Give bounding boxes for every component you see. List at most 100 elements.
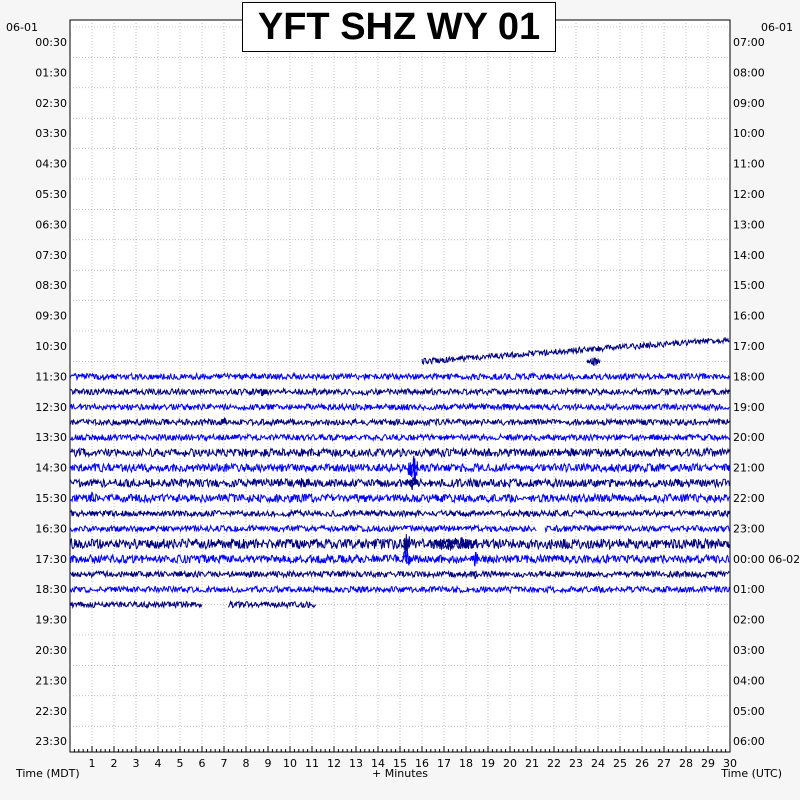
trace-row [227, 600, 316, 610]
trace-row [69, 569, 730, 580]
trace-row [69, 402, 730, 412]
right-time-label: 20:00 [733, 431, 765, 444]
x-tick-label: 16 [415, 757, 429, 770]
seismic-event [296, 478, 311, 488]
grid [70, 20, 730, 752]
left-time-label: 00:30 [35, 36, 67, 49]
x-tick-label: 26 [635, 757, 649, 770]
trace-row [69, 553, 730, 565]
x-tick-label: 18 [459, 757, 473, 770]
x-tick-label: 6 [199, 757, 206, 770]
left-time-label: 09:30 [35, 310, 67, 323]
x-tick-label: 17 [437, 757, 451, 770]
x-tick-label: 27 [657, 757, 671, 770]
left-time-label: 16:30 [35, 522, 67, 535]
trace-row [69, 386, 730, 397]
right-time-label: 10:00 [733, 127, 765, 140]
right-time-label: 13:00 [733, 218, 765, 231]
x-tick-label: 20 [503, 757, 517, 770]
left-time-label: 06:30 [35, 218, 67, 231]
left-time-label: 13:30 [35, 431, 67, 444]
date-left-label: 06-01 [6, 21, 38, 34]
trace-row [69, 492, 730, 505]
right-time-label: 05:00 [733, 705, 765, 718]
right-time-label: 18:00 [733, 370, 765, 383]
right-time-label: 21:00 [733, 462, 765, 475]
trace-row [69, 432, 730, 443]
x-tick-label: 4 [155, 757, 162, 770]
x-tick-label: 13 [349, 757, 363, 770]
x-tick-label: 19 [481, 757, 495, 770]
trace-row [544, 524, 730, 534]
seismic-event [407, 455, 419, 481]
traces [69, 337, 730, 610]
left-time-label: 19:30 [35, 614, 67, 627]
x-tick-label: 11 [305, 757, 319, 770]
seismic-event [471, 552, 479, 567]
x-tick-label: 7 [221, 757, 228, 770]
x-axis-left-label: Time (MDT) [15, 767, 80, 780]
x-axis-ticks [69, 746, 731, 752]
left-time-label: 05:30 [35, 188, 67, 201]
right-time-label: 09:00 [733, 97, 765, 110]
x-tick-label: 14 [371, 757, 385, 770]
left-time-label: 21:30 [35, 674, 67, 687]
seismic-event [260, 389, 268, 397]
left-time-label: 02:30 [35, 97, 67, 110]
x-tick-label: 24 [591, 757, 605, 770]
chart-title: YFT SHZ WY 01 [242, 2, 556, 52]
seismic-event [566, 448, 577, 457]
x-tick-label: 8 [243, 757, 250, 770]
left-time-label: 15:30 [35, 492, 67, 505]
seismic-event [586, 357, 601, 366]
right-time-label: 12:00 [733, 188, 765, 201]
trace-row [69, 537, 730, 551]
trace-row [69, 371, 730, 382]
seismic-event [432, 537, 478, 551]
right-time-label: 17:00 [733, 340, 765, 353]
right-time-label: 14:00 [733, 249, 765, 262]
x-tick-label: 29 [701, 757, 715, 770]
x-tick-label: 3 [133, 757, 140, 770]
x-tick-label: 1 [89, 757, 96, 770]
right-time-label: 07:00 [733, 36, 765, 49]
left-time-label: 12:30 [35, 401, 67, 414]
right-time-label: 19:00 [733, 401, 765, 414]
trace-row [69, 446, 730, 459]
x-axis-right-label: Time (UTC) [720, 767, 782, 780]
seismic-event [402, 533, 411, 555]
x-tick-label: 30 [723, 757, 737, 770]
right-time-label: 08:00 [733, 66, 765, 79]
right-time-label: 03:00 [733, 644, 765, 657]
right-time-label: 00:00 06-02 [733, 553, 800, 566]
seismic-event [220, 417, 228, 426]
x-tick-label: 15 [393, 757, 407, 770]
left-time-label: 22:30 [35, 705, 67, 718]
left-time-label: 10:30 [35, 340, 67, 353]
x-tick-label: 5 [177, 757, 184, 770]
left-time-label: 01:30 [35, 66, 67, 79]
events [89, 357, 601, 580]
seismic-event [472, 571, 477, 580]
x-tick-label: 28 [679, 757, 693, 770]
trace-row [421, 337, 730, 366]
x-axis-label: + Minutes [372, 767, 428, 780]
left-time-label: 18:30 [35, 583, 67, 596]
x-tick-label: 25 [613, 757, 627, 770]
left-time-label: 08:30 [35, 279, 67, 292]
x-tick-label: 22 [547, 757, 561, 770]
trace-row [69, 462, 730, 474]
trace-row [69, 600, 203, 610]
trace-row [69, 477, 730, 489]
left-time-label: 11:30 [35, 370, 67, 383]
x-tick-label: 12 [327, 757, 341, 770]
right-time-label: 22:00 [733, 492, 765, 505]
trace-row [69, 523, 537, 534]
right-time-label: 06:00 [733, 735, 765, 748]
x-tick-label: 10 [283, 757, 297, 770]
seismic-event [89, 492, 95, 503]
left-time-label: 17:30 [35, 553, 67, 566]
right-time-label: 11:00 [733, 158, 765, 171]
x-tick-label: 2 [111, 757, 118, 770]
